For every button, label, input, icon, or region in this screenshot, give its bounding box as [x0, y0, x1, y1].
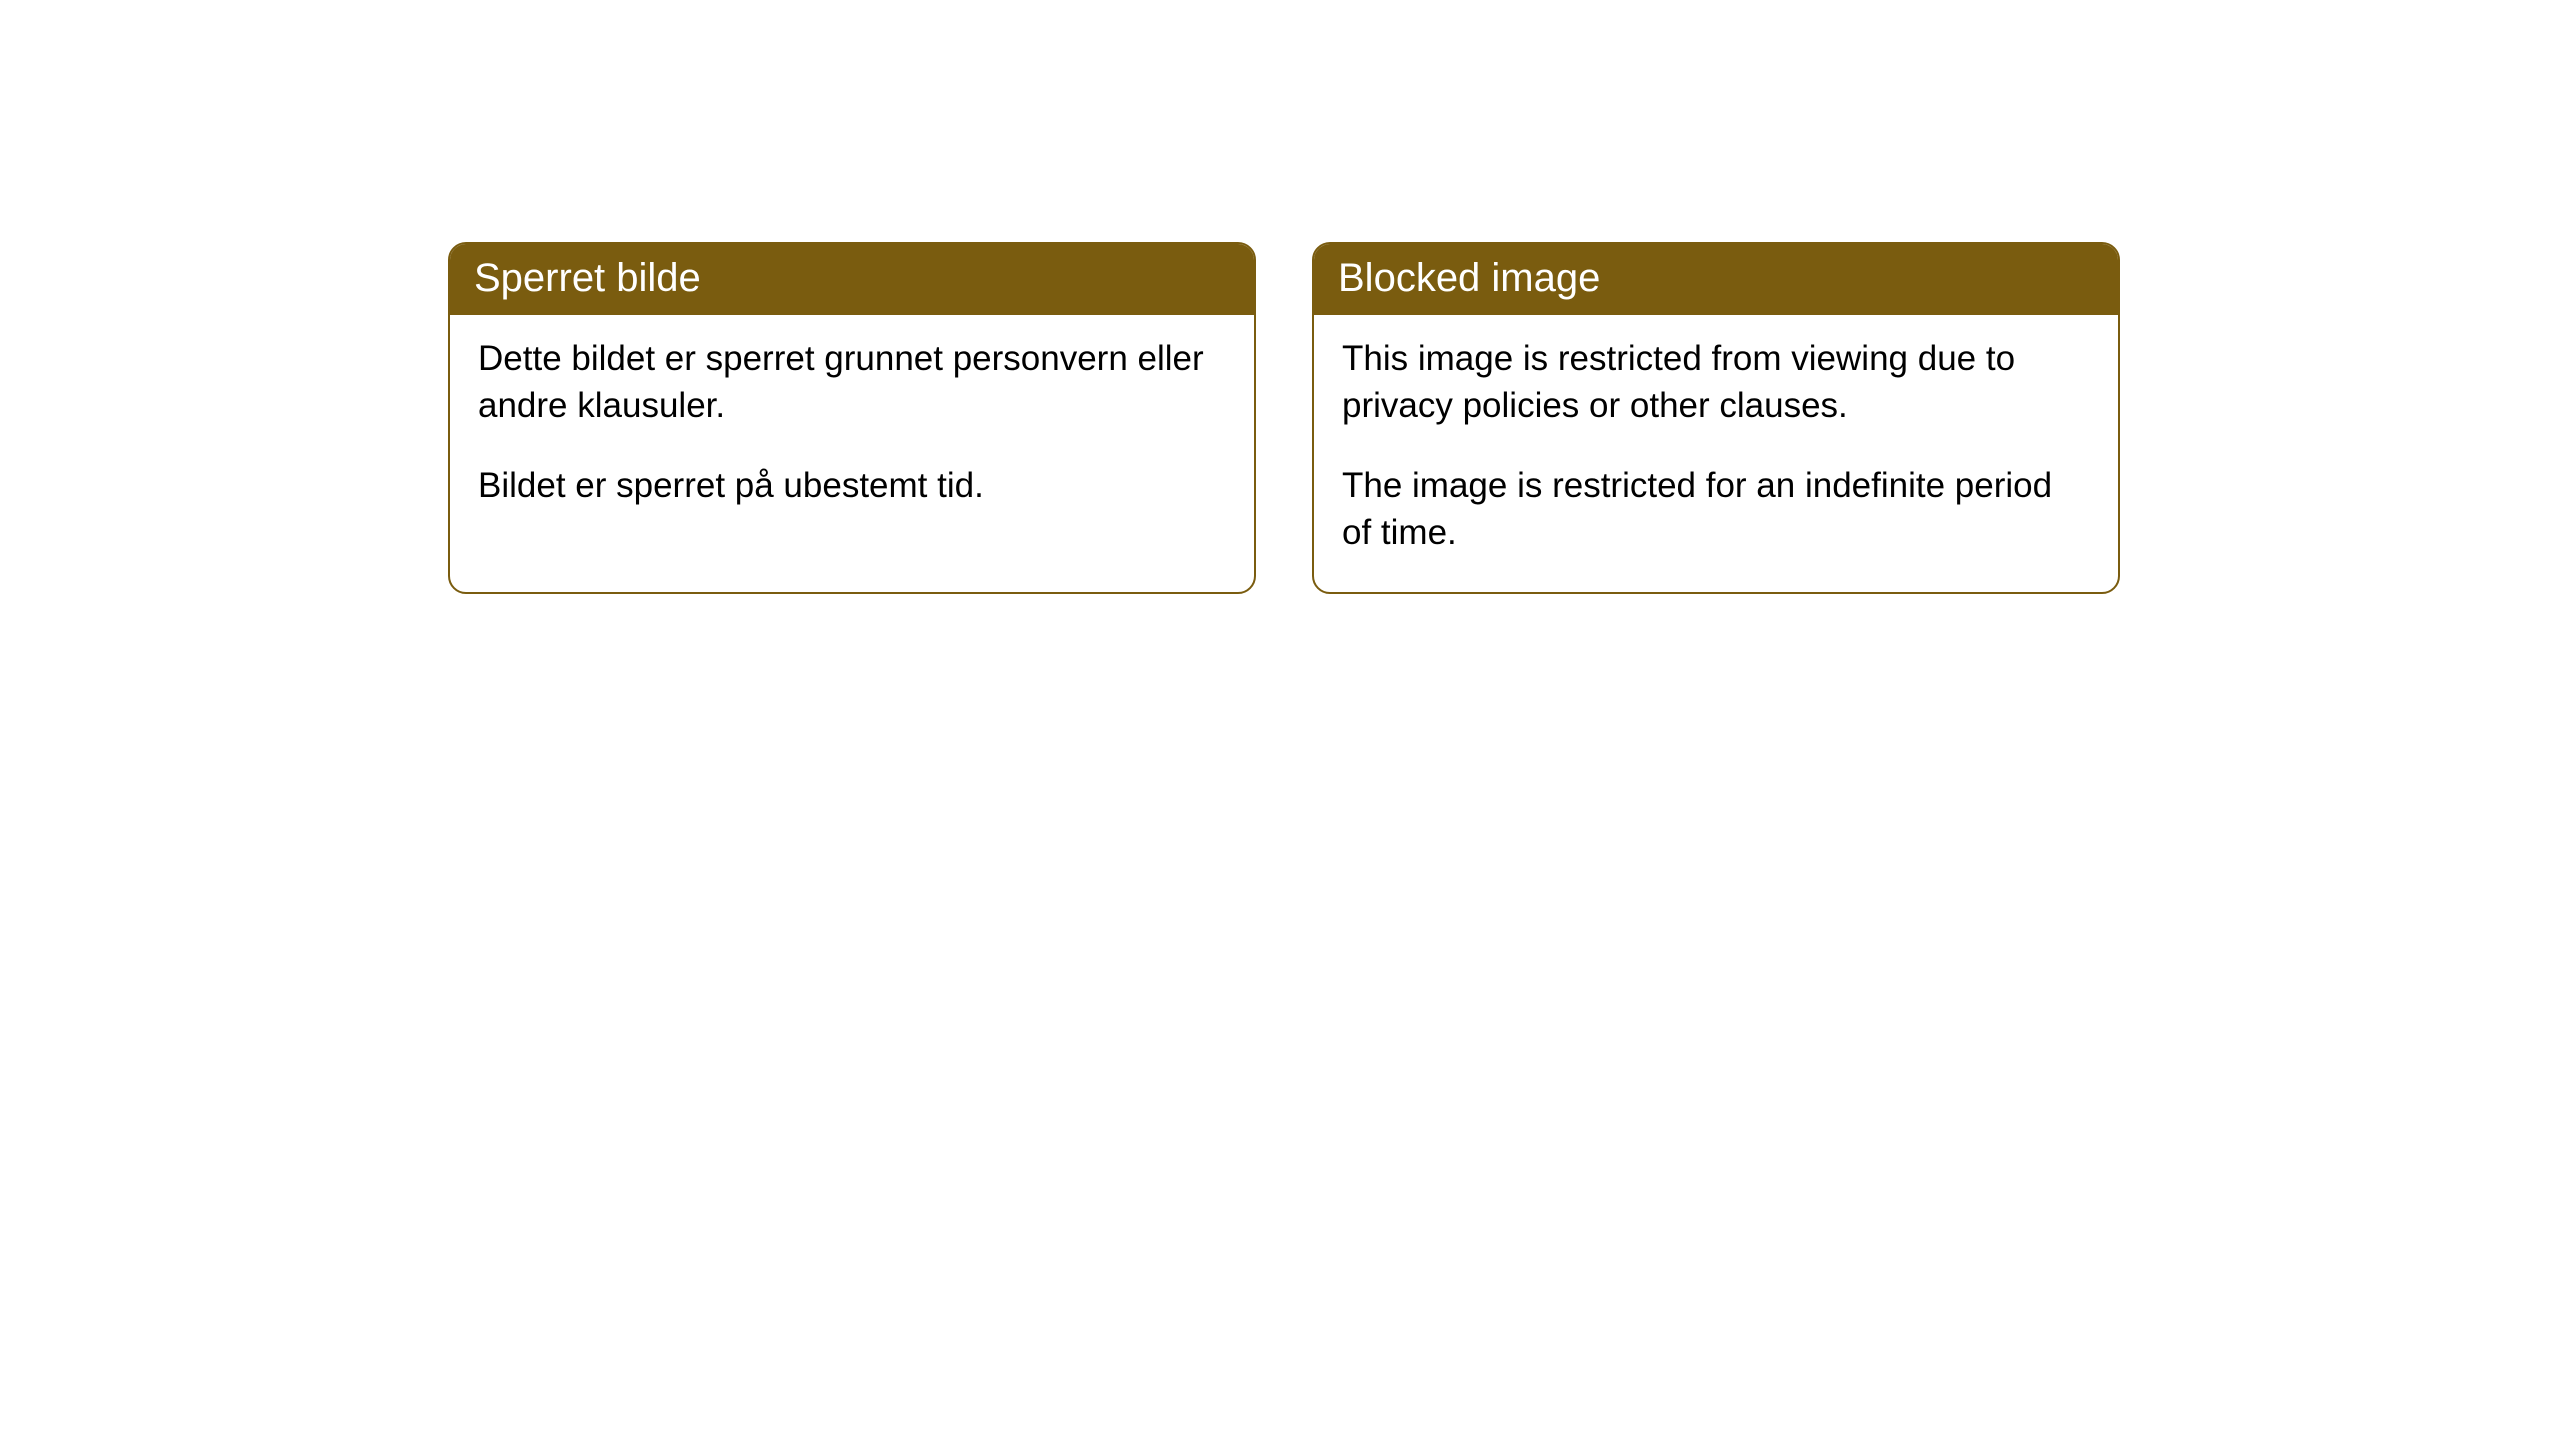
card-title: Blocked image [1338, 256, 1600, 300]
card-header: Sperret bilde [450, 244, 1254, 315]
card-title: Sperret bilde [474, 256, 701, 300]
card-paragraph: Bildet er sperret på ubestemt tid. [478, 462, 1226, 509]
card-paragraph: The image is restricted for an indefinit… [1342, 462, 2090, 557]
card-header: Blocked image [1314, 244, 2118, 315]
card-paragraph: Dette bildet er sperret grunnet personve… [478, 335, 1226, 430]
notice-card-english: Blocked image This image is restricted f… [1312, 242, 2120, 594]
notice-card-norwegian: Sperret bilde Dette bildet er sperret gr… [448, 242, 1256, 594]
card-body: This image is restricted from viewing du… [1314, 315, 2118, 592]
notice-cards-container: Sperret bilde Dette bildet er sperret gr… [448, 242, 2120, 594]
card-paragraph: This image is restricted from viewing du… [1342, 335, 2090, 430]
card-body: Dette bildet er sperret grunnet personve… [450, 315, 1254, 545]
